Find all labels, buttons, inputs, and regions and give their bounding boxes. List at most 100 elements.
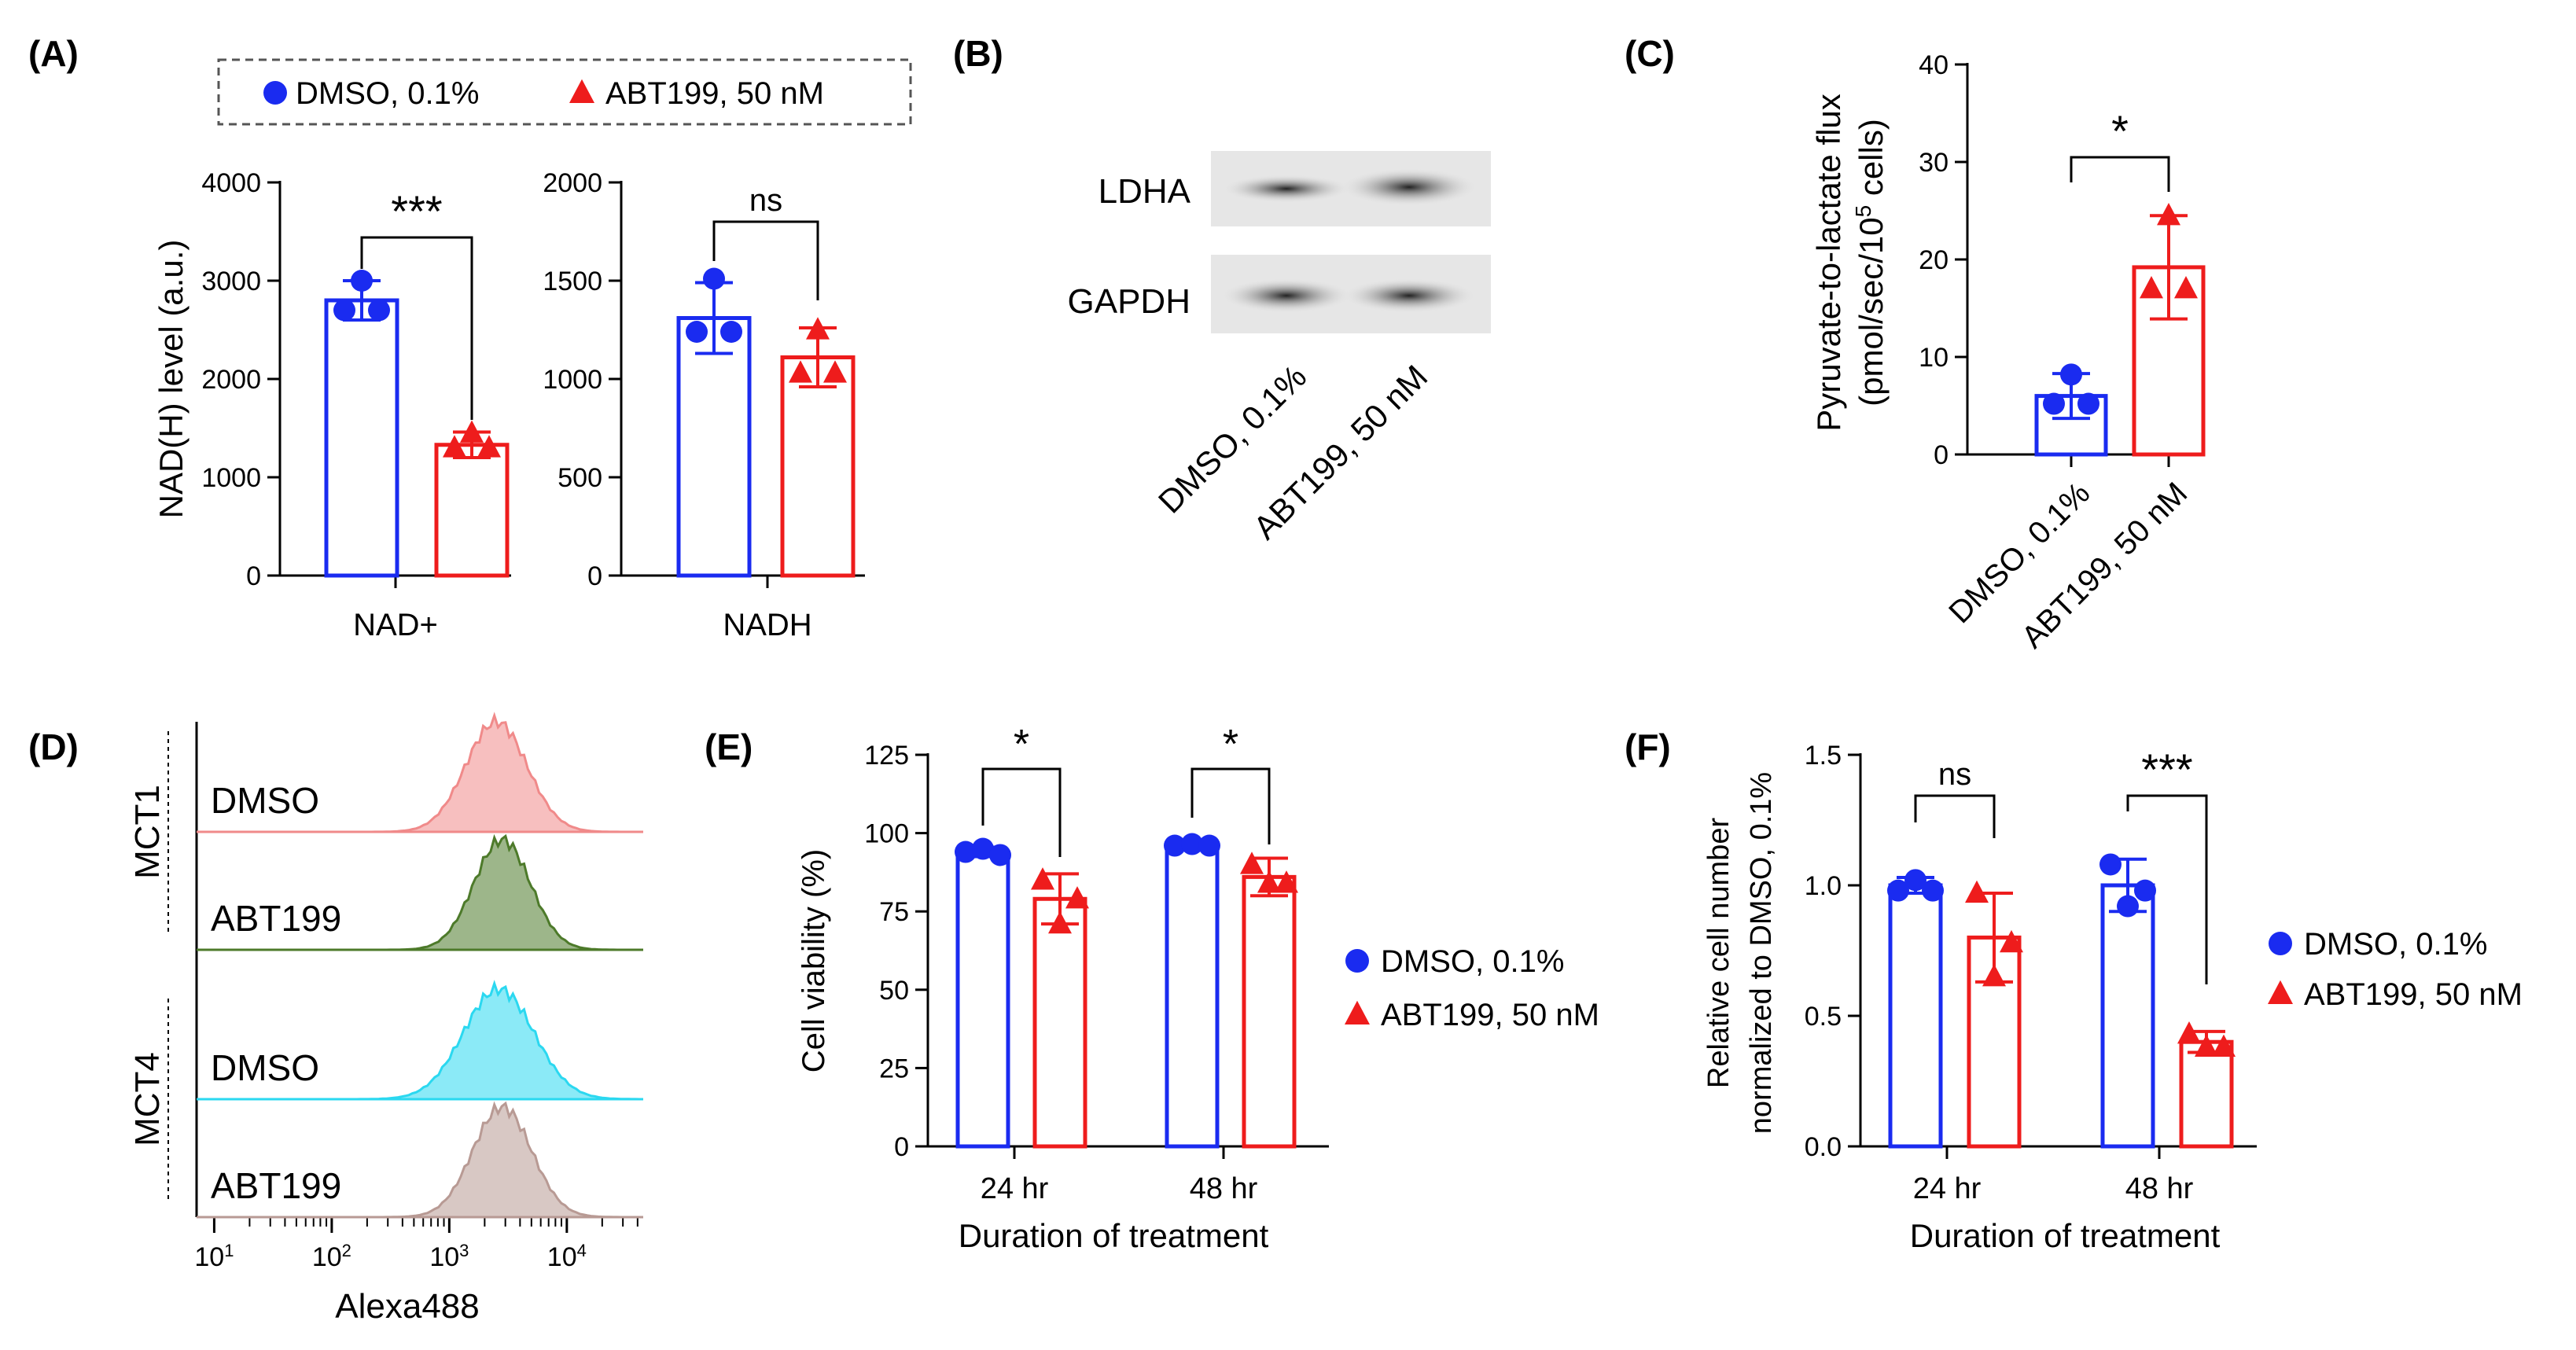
- a-nadh-point-dmso: [686, 321, 708, 343]
- f-legend-dmso-label: DMSO, 0.1%: [2304, 927, 2487, 962]
- f-significance-label: ns: [1938, 757, 1971, 792]
- f-bar-dmso: [2100, 883, 2155, 1149]
- e-legend-dmso-marker: [1345, 949, 1369, 973]
- a-nad-y-tick-label: 1000: [201, 463, 261, 493]
- e-significance-bracket: [981, 767, 1062, 857]
- e-point-dmso: [989, 844, 1011, 866]
- c-x-tick-label-abt199: ABT199, 50 nM: [2015, 476, 2195, 655]
- e-legend-abt199-label: ABT199, 50 nM: [1381, 998, 1599, 1032]
- e-y-axis-label: Cell viability (%): [797, 849, 831, 1073]
- f-y-tick-label: 0.0: [1805, 1132, 1842, 1162]
- a-nadh-bar-abt199: [780, 355, 856, 578]
- f-point-dmso: [1887, 879, 1909, 902]
- a-nad-point-dmso: [368, 299, 390, 322]
- d-x-tick-exp: 1: [224, 1241, 234, 1260]
- b-band-gapdh-dmso: [1220, 278, 1352, 313]
- e-point-abt199: [1048, 910, 1072, 934]
- d-histogram-mct4-dmso: [197, 980, 643, 1101]
- a-nadh-y-tick-label: 2000: [543, 168, 602, 198]
- panel-label-f: (F): [1625, 726, 1671, 767]
- e-y-tick-label: 100: [864, 819, 909, 849]
- f-legend-dmso-marker: [2269, 932, 2292, 955]
- e-x-tick-label: 48 hr: [1190, 1172, 1258, 1205]
- c-point-dmso: [2043, 392, 2065, 415]
- legend-a-abt199-label: ABT199, 50 nM: [605, 76, 824, 111]
- legend-a-dmso-marker: [263, 81, 287, 105]
- e-point-dmso: [1164, 834, 1186, 857]
- a-nadh-significance-bracket: [712, 220, 819, 300]
- a-nad-point-dmso: [351, 270, 373, 292]
- c-y-tick-label: 30: [1919, 148, 1949, 178]
- a-nadh-point-dmso: [720, 321, 742, 343]
- a-nad-point-abt199: [477, 435, 501, 458]
- f-point-dmso: [1904, 869, 1926, 892]
- a-nad-point-abt199: [443, 435, 466, 458]
- c-point-dmso: [2077, 392, 2099, 415]
- f-point-abt199: [2195, 1034, 2218, 1057]
- c-y-tick-label: 0: [1934, 440, 1949, 470]
- legend-a-abt199-marker: [569, 79, 594, 103]
- a-y-axis-label: NAD(H) level (a.u.): [153, 240, 190, 519]
- f-point-dmso: [2134, 879, 2156, 902]
- e-point-abt199: [1031, 867, 1054, 890]
- a-nad-y-tick-label: 2000: [201, 365, 261, 395]
- e-point-dmso: [955, 841, 977, 863]
- e-point-dmso: [972, 837, 994, 860]
- a-nad-x-label: NAD+: [353, 608, 438, 642]
- b-row-label-ldha: LDHA: [1098, 172, 1191, 211]
- a-nad-y-tick-label: 3000: [201, 267, 261, 296]
- e-point-dmso: [1181, 833, 1203, 855]
- f-bar-abt199: [2179, 1039, 2234, 1149]
- legend-a-box: [217, 58, 912, 126]
- c-y-axis-label-line2: (pmol/sec/105 cells): [1851, 119, 1890, 406]
- f-legend-abt199-marker: [2268, 980, 2293, 1004]
- d-track-label: ABT199: [211, 898, 341, 939]
- f-point-dmso: [1922, 879, 1944, 902]
- e-bar-dmso: [955, 850, 1010, 1149]
- f-legend-abt199-label: ABT199, 50 nM: [2304, 977, 2523, 1012]
- c-significance-bracket: [2070, 156, 2170, 192]
- d-track-label: ABT199: [211, 1165, 341, 1206]
- legend-a-dmso-label: DMSO, 0.1%: [296, 76, 479, 111]
- a-nad-point-abt199: [460, 420, 484, 443]
- a-nadh-point-abt199: [806, 317, 830, 340]
- a-nadh-point-abt199: [823, 360, 847, 383]
- panel-label-e: (E): [705, 726, 753, 767]
- panel-label-d: (D): [28, 726, 79, 767]
- f-point-dmso: [2099, 853, 2122, 876]
- e-y-tick-label: 125: [864, 741, 909, 771]
- e-y-tick-label: 0: [894, 1132, 909, 1162]
- b-band-gapdh-abt199: [1341, 278, 1477, 313]
- e-x-tick-label: 24 hr: [981, 1172, 1049, 1205]
- f-x-tick-label: 48 hr: [2125, 1172, 2194, 1205]
- f-point-dmso: [2117, 895, 2139, 918]
- f-y-tick-label: 1.0: [1805, 871, 1842, 901]
- c-y-axis-label-line1: Pyruvate-to-lactate flux: [1810, 94, 1847, 432]
- d-x-tick-label: 101: [194, 1241, 234, 1273]
- d-group-label-mct4: MCT4: [128, 1052, 167, 1146]
- e-significance-bracket: [1190, 767, 1271, 844]
- a-nad-y-tick-label: 4000: [201, 168, 261, 198]
- a-nadh-significance-label: ns: [749, 183, 782, 218]
- d-histogram-mct1-dmso: [197, 712, 643, 833]
- panel-label-b: (B): [953, 33, 1003, 74]
- e-significance-label: *: [1223, 722, 1238, 767]
- f-point-abt199: [2212, 1034, 2236, 1057]
- d-x-tick-base: 10: [194, 1242, 224, 1272]
- a-nad-significance-label: ***: [391, 186, 442, 236]
- a-nadh-y-tick-label: 1000: [543, 365, 602, 395]
- a-nad-point-dmso: [333, 299, 355, 322]
- c-point-dmso: [2060, 363, 2082, 386]
- a-nad-significance-bracket: [360, 236, 473, 420]
- c-y-label-part: (pmol/sec/10: [1853, 217, 1890, 406]
- f-significance-bracket: [2126, 794, 2208, 984]
- a-nad-y-tick-label: 0: [246, 561, 261, 591]
- d-x-tick-base: 10: [547, 1242, 577, 1272]
- a-nadh-point-abt199: [789, 360, 812, 383]
- d-x-label: Alexa488: [335, 1287, 479, 1326]
- c-point-abt199: [2140, 276, 2163, 299]
- d-x-tick-label: 102: [312, 1241, 351, 1273]
- d-x-tick-base: 10: [429, 1242, 459, 1272]
- f-significance-label: ***: [2141, 745, 2192, 794]
